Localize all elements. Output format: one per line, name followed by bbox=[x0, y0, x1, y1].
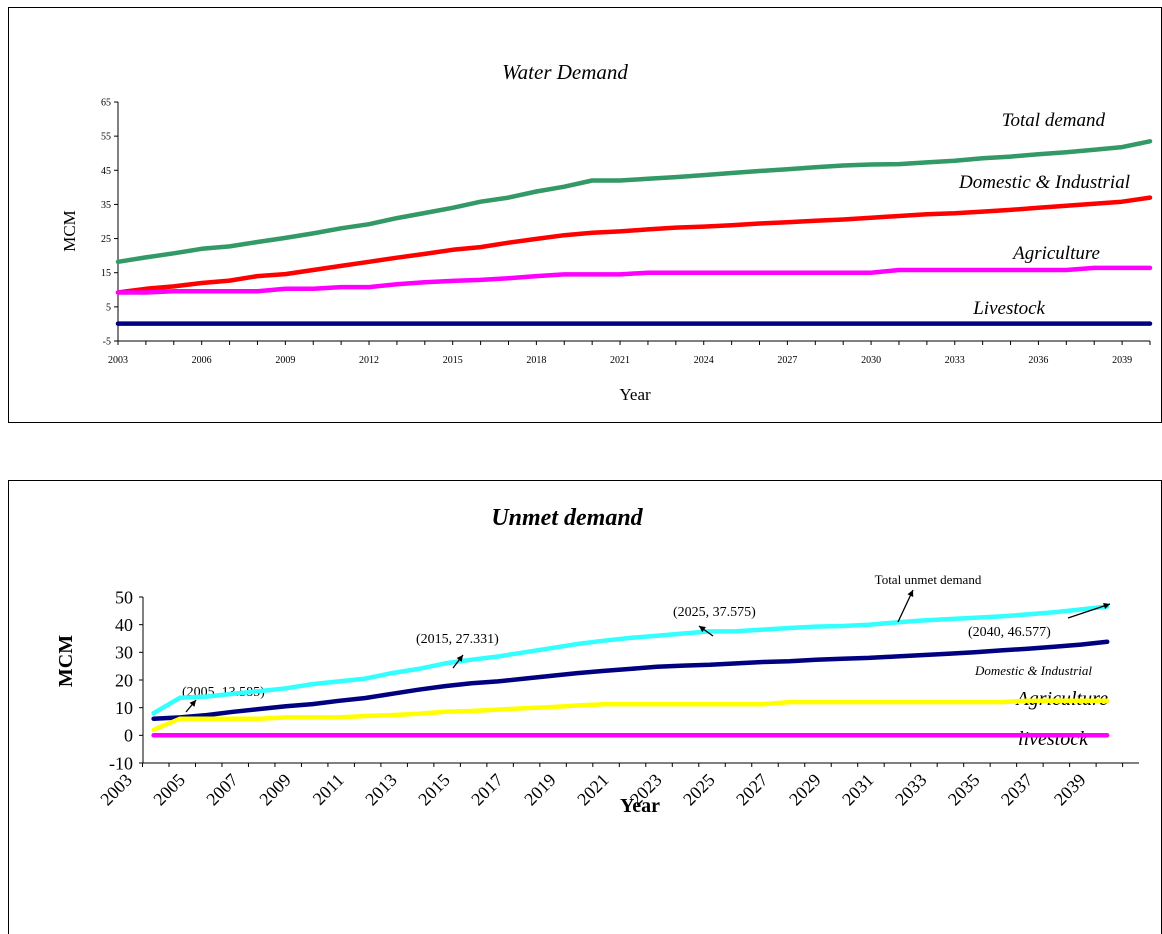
annotation-arrowhead bbox=[699, 626, 706, 633]
y-tick-label: 10 bbox=[115, 698, 133, 718]
x-tick-label: 2009 bbox=[275, 355, 295, 366]
x-tick-label: 2015 bbox=[414, 770, 454, 810]
series-line-domestic-industrial bbox=[115, 195, 1153, 295]
y-tick-label: 5 bbox=[106, 302, 111, 313]
x-tick-label: 2021 bbox=[610, 355, 630, 366]
series-line-total-demand bbox=[115, 139, 1153, 265]
y-axis-label: MCM bbox=[55, 635, 77, 687]
x-tick-label: 2039 bbox=[1050, 770, 1090, 810]
x-tick-label: 2017 bbox=[467, 770, 507, 810]
chart-title: Unmet demand bbox=[491, 505, 643, 531]
annotation-arrowhead bbox=[189, 700, 196, 707]
y-tick-label: 35 bbox=[101, 200, 111, 211]
x-tick-label: 2025 bbox=[679, 770, 719, 810]
x-tick-label: 2033 bbox=[945, 355, 965, 366]
annotation-2040: (2040, 46.577) bbox=[968, 625, 1051, 640]
annotation-arrowhead bbox=[907, 590, 914, 597]
y-tick-label: -5 bbox=[103, 337, 111, 348]
series-label-livestock: Livestock bbox=[972, 298, 1045, 319]
x-tick-label: 2005 bbox=[149, 770, 189, 810]
series-line-total-unmet-demand bbox=[151, 604, 1110, 716]
y-tick-label: 50 bbox=[115, 587, 133, 607]
x-tick-label: 2027 bbox=[777, 355, 797, 366]
y-axis-label: MCM bbox=[60, 210, 79, 252]
y-tick-label: 15 bbox=[101, 268, 111, 279]
x-tick-label: 2007 bbox=[202, 770, 242, 810]
series-label-total-unmet-demand: Total unmet demand bbox=[875, 572, 982, 587]
annotation-arrowhead bbox=[456, 655, 463, 662]
x-tick-label: 2006 bbox=[192, 355, 212, 366]
series-line-agriculture bbox=[115, 265, 1153, 295]
y-tick-label: 0 bbox=[124, 726, 133, 746]
x-tick-label: 2019 bbox=[520, 770, 560, 810]
x-tick-label: 2003 bbox=[108, 355, 128, 366]
x-tick-label: 2015 bbox=[443, 355, 463, 366]
y-tick-label: 25 bbox=[101, 234, 111, 245]
y-tick-label: 55 bbox=[101, 132, 111, 143]
x-tick-label: 2003 bbox=[96, 770, 136, 810]
annotation-2025: (2025, 37.575) bbox=[673, 605, 756, 620]
series-line-domestic-industrial bbox=[151, 639, 1110, 721]
y-tick-label: 45 bbox=[101, 166, 111, 177]
x-tick-label: 2011 bbox=[309, 770, 348, 809]
series-line-agriculture bbox=[151, 698, 1110, 733]
x-tick-label: 2031 bbox=[838, 770, 878, 810]
x-tick-label: 2029 bbox=[785, 770, 825, 810]
y-tick-label: -10 bbox=[109, 753, 133, 773]
x-tick-label: 2009 bbox=[255, 770, 295, 810]
annotation-arrowhead bbox=[1103, 602, 1110, 609]
annotation-2015: (2015, 27.331) bbox=[416, 632, 499, 647]
x-tick-label: 2021 bbox=[573, 770, 613, 810]
x-axis-label: Year bbox=[620, 795, 660, 817]
x-tick-label: 2039 bbox=[1112, 355, 1132, 366]
water-demand-chart-panel bbox=[8, 7, 1162, 423]
series-label-agriculture: Agriculture bbox=[1011, 243, 1100, 264]
series-label-livestock: livestock bbox=[1018, 728, 1089, 750]
x-tick-label: 2012 bbox=[359, 355, 379, 366]
x-tick-label: 2018 bbox=[526, 355, 546, 366]
series-label-domestic-industrial: Domestic & Industrial bbox=[958, 172, 1130, 193]
x-axis-label: Year bbox=[619, 385, 651, 404]
x-tick-label: 2024 bbox=[694, 355, 714, 366]
plot-area: -5 5 15 25 35 45 55 65 2003 2006 2009 2012 2015 2018 2… bbox=[101, 98, 1153, 366]
y-tick-label: 40 bbox=[115, 615, 133, 635]
x-tick-label: 2033 bbox=[891, 770, 931, 810]
series-label-total-demand: Total demand bbox=[1002, 110, 1106, 131]
y-tick-label: 65 bbox=[101, 98, 111, 109]
x-tick-label: 2035 bbox=[944, 770, 984, 810]
x-tick-label: 2027 bbox=[732, 770, 772, 810]
x-tick-label: 2013 bbox=[361, 770, 401, 810]
x-tick-label: 2030 bbox=[861, 355, 881, 366]
chart-title: Water Demand bbox=[502, 60, 628, 84]
y-tick-label: 20 bbox=[115, 670, 133, 690]
y-tick-label: 30 bbox=[115, 643, 133, 663]
series-label-domestic-industrial: Domestic & Industrial bbox=[974, 663, 1092, 678]
x-tick-label: 2036 bbox=[1028, 355, 1048, 366]
annotation-arrow bbox=[1067, 603, 1111, 619]
x-tick-label: 2037 bbox=[997, 770, 1037, 810]
